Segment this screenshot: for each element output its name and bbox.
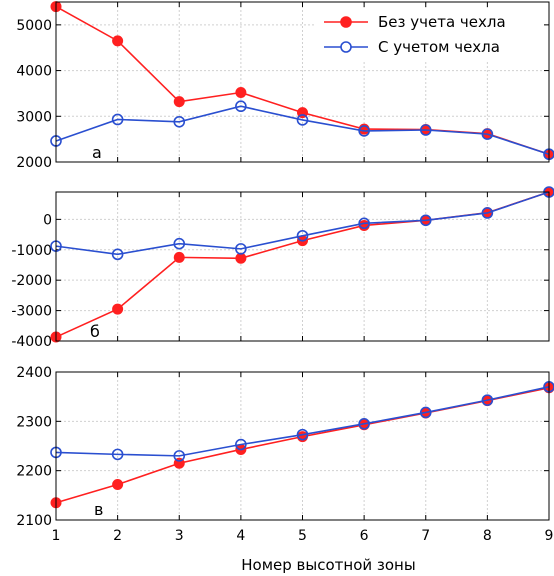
data-point bbox=[481, 394, 494, 406]
panel-letter: а bbox=[92, 143, 102, 162]
plot-frame bbox=[55, 371, 550, 521]
x-axis-label: Номер высотной зоны bbox=[241, 556, 415, 574]
x-tick-label: 5 bbox=[298, 528, 307, 544]
x-tick-label: 1 bbox=[52, 528, 61, 544]
y-tick-label: -4000 bbox=[11, 334, 52, 350]
data-point bbox=[296, 114, 309, 126]
data-point bbox=[111, 113, 124, 126]
y-tick-label: 5000 bbox=[16, 18, 52, 34]
legend-label-2: С учетом чехла bbox=[378, 38, 500, 56]
data-point bbox=[235, 252, 247, 264]
y-tick-label: 3000 bbox=[16, 109, 52, 125]
legend-marker-2 bbox=[340, 41, 352, 53]
data-point bbox=[173, 96, 185, 108]
x-tick-label: 4 bbox=[236, 528, 245, 544]
data-point bbox=[419, 124, 432, 136]
data-point bbox=[358, 417, 370, 430]
plot-frame bbox=[55, 191, 550, 342]
series-line-2 bbox=[55, 386, 550, 457]
data-point bbox=[481, 207, 494, 219]
y-tick-label: -3000 bbox=[11, 304, 52, 320]
data-point bbox=[235, 100, 247, 113]
data-point bbox=[419, 214, 432, 227]
data-point bbox=[173, 450, 186, 462]
data-point bbox=[111, 448, 124, 461]
panel-letter: в bbox=[94, 500, 103, 519]
data-point bbox=[112, 303, 124, 315]
legend-label-1: Без учета чехла bbox=[378, 13, 506, 31]
data-point bbox=[358, 217, 370, 230]
y-tick-label: 2300 bbox=[16, 414, 52, 430]
y-tick-label: 2000 bbox=[16, 155, 52, 171]
legend: Без учета чехла С учетом чехла bbox=[316, 8, 544, 60]
data-point bbox=[111, 248, 124, 261]
data-point bbox=[481, 128, 494, 140]
panel-1: 2000 3000 4000 5000 а Без учета чехла С учетом… bbox=[16, 1, 554, 171]
x-tick-label: 8 bbox=[483, 528, 492, 544]
x-tick-label: 7 bbox=[421, 528, 430, 544]
x-tick-label: 6 bbox=[360, 528, 369, 544]
y-tick-label: 2200 bbox=[16, 464, 52, 480]
data-point bbox=[112, 478, 124, 490]
data-point bbox=[173, 115, 186, 128]
series-line-2 bbox=[55, 105, 550, 155]
panel-2: -4000 -3000 -2000 -1000 0 б bbox=[11, 186, 554, 350]
x-tick-label: 9 bbox=[545, 528, 554, 544]
x-tick-label: 2 bbox=[113, 528, 122, 544]
data-point bbox=[235, 438, 247, 451]
legend-marker-1 bbox=[340, 16, 352, 28]
panel-letter: б bbox=[90, 322, 100, 341]
y-tick-label: 2100 bbox=[16, 513, 52, 529]
legend-box bbox=[316, 8, 544, 60]
data-point bbox=[235, 243, 247, 255]
data-point bbox=[173, 237, 186, 250]
data-point bbox=[419, 406, 432, 419]
series-line-2 bbox=[55, 191, 550, 256]
data-point bbox=[235, 87, 247, 99]
data-point bbox=[296, 428, 309, 441]
data-point bbox=[296, 229, 309, 242]
data-point bbox=[358, 125, 370, 137]
plot-frame bbox=[55, 1, 550, 163]
data-point bbox=[112, 35, 124, 47]
y-tick-label: 0 bbox=[43, 212, 52, 228]
panel-3: 2100 2200 2300 2400 в 1 2 3 4 5 6 7 8 9 Номер высотной… bbox=[16, 365, 554, 574]
y-tick-label: 2400 bbox=[16, 365, 52, 381]
y-tick-label: -2000 bbox=[11, 273, 52, 289]
x-tick-label: 3 bbox=[175, 528, 184, 544]
y-tick-label: 4000 bbox=[16, 64, 52, 80]
data-point bbox=[173, 251, 185, 263]
y-tick-label: -1000 bbox=[11, 243, 52, 259]
